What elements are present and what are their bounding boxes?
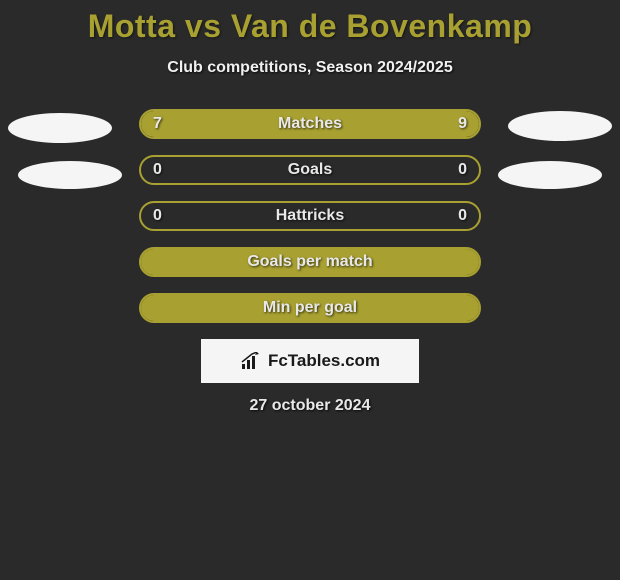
stat-row-goals-per-match: Goals per match: [139, 247, 481, 277]
attribution-logo: FcTables.com: [201, 339, 419, 383]
stat-label: Goals per match: [141, 253, 479, 271]
stat-row-goals: 0 Goals 0: [139, 155, 481, 185]
stat-label: Hattricks: [141, 207, 479, 225]
stats-area: 7 Matches 9 0 Goals 0 0 Hattricks 0 Go: [0, 109, 620, 415]
stat-row-matches: 7 Matches 9: [139, 109, 481, 139]
date-label: 27 october 2024: [0, 397, 620, 415]
stat-value-right: 0: [458, 161, 467, 179]
team-badge-left-2: [18, 161, 122, 189]
team-badge-right-2: [498, 161, 602, 189]
stat-value-right: 0: [458, 207, 467, 225]
stat-value-right: 9: [458, 115, 467, 133]
subtitle: Club competitions, Season 2024/2025: [0, 59, 620, 77]
page-title: Motta vs Van de Bovenkamp: [0, 8, 620, 45]
stat-label: Goals: [141, 161, 479, 179]
team-badge-right-1: [508, 111, 612, 141]
stat-bars: 7 Matches 9 0 Goals 0 0 Hattricks 0 Go: [139, 109, 481, 323]
team-badge-left-1: [8, 113, 112, 143]
bar-chart-icon: [240, 352, 262, 370]
stat-row-hattricks: 0 Hattricks 0: [139, 201, 481, 231]
stat-label: Min per goal: [141, 299, 479, 317]
stat-row-min-per-goal: Min per goal: [139, 293, 481, 323]
stat-label: Matches: [141, 115, 479, 133]
logo-text: FcTables.com: [268, 351, 380, 371]
